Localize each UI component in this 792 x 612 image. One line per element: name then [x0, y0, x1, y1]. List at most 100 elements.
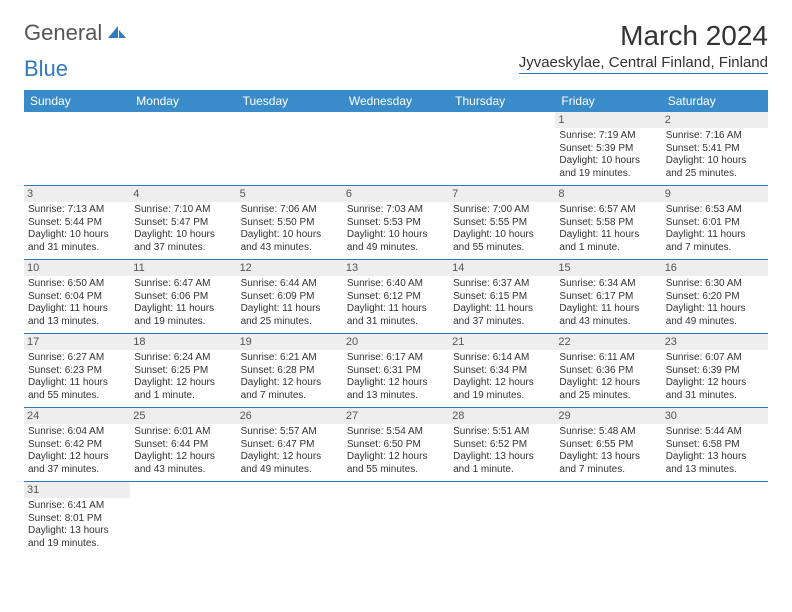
daylight-line: and 43 minutes.	[559, 316, 657, 329]
daylight-line: Daylight: 10 hours	[134, 229, 232, 242]
calendar-day: 26Sunrise: 5:57 AMSunset: 6:47 PMDayligh…	[237, 408, 343, 482]
daylight-line: and 55 minutes.	[347, 464, 445, 477]
daylight-line: and 25 minutes.	[241, 316, 339, 329]
daylight-line: and 31 minutes.	[347, 316, 445, 329]
day-number: 7	[449, 186, 555, 202]
day-number: 5	[237, 186, 343, 202]
daylight-line: Daylight: 10 hours	[666, 155, 764, 168]
logo-text-b: Blue	[24, 56, 68, 81]
month-title: March 2024	[519, 20, 768, 52]
sunset-line: Sunset: 6:28 PM	[241, 365, 339, 378]
calendar-day-empty	[237, 112, 343, 186]
daylight-line: and 19 minutes.	[28, 538, 126, 551]
sunset-line: Sunset: 6:23 PM	[28, 365, 126, 378]
sunset-line: Sunset: 8:01 PM	[28, 513, 126, 526]
sunset-line: Sunset: 6:06 PM	[134, 291, 232, 304]
calendar-day: 28Sunrise: 5:51 AMSunset: 6:52 PMDayligh…	[449, 408, 555, 482]
daylight-line: and 13 minutes.	[347, 390, 445, 403]
calendar-day: 31Sunrise: 6:41 AMSunset: 8:01 PMDayligh…	[24, 482, 130, 556]
sunrise-line: Sunrise: 6:14 AM	[453, 352, 551, 365]
daylight-line: Daylight: 12 hours	[347, 377, 445, 390]
calendar-day: 24Sunrise: 6:04 AMSunset: 6:42 PMDayligh…	[24, 408, 130, 482]
sunrise-line: Sunrise: 5:51 AM	[453, 426, 551, 439]
daylight-line: and 19 minutes.	[134, 316, 232, 329]
weekday-header: Monday	[130, 90, 236, 112]
sunrise-line: Sunrise: 6:07 AM	[666, 352, 764, 365]
weekday-header: Thursday	[449, 90, 555, 112]
sunset-line: Sunset: 6:55 PM	[559, 439, 657, 452]
daylight-line: Daylight: 12 hours	[241, 377, 339, 390]
daylight-line: and 37 minutes.	[134, 242, 232, 255]
sunrise-line: Sunrise: 6:44 AM	[241, 278, 339, 291]
daylight-line: Daylight: 11 hours	[559, 229, 657, 242]
sunset-line: Sunset: 5:39 PM	[559, 143, 657, 156]
calendar-day: 5Sunrise: 7:06 AMSunset: 5:50 PMDaylight…	[237, 186, 343, 260]
daylight-line: and 31 minutes.	[28, 242, 126, 255]
calendar-week: 3Sunrise: 7:13 AMSunset: 5:44 PMDaylight…	[24, 186, 768, 260]
daylight-line: and 7 minutes.	[241, 390, 339, 403]
calendar-day: 2Sunrise: 7:16 AMSunset: 5:41 PMDaylight…	[662, 112, 768, 186]
calendar-day: 16Sunrise: 6:30 AMSunset: 6:20 PMDayligh…	[662, 260, 768, 334]
calendar-day: 4Sunrise: 7:10 AMSunset: 5:47 PMDaylight…	[130, 186, 236, 260]
sunrise-line: Sunrise: 7:10 AM	[134, 204, 232, 217]
daylight-line: and 43 minutes.	[134, 464, 232, 477]
calendar-day: 11Sunrise: 6:47 AMSunset: 6:06 PMDayligh…	[130, 260, 236, 334]
sunset-line: Sunset: 5:41 PM	[666, 143, 764, 156]
day-number: 14	[449, 260, 555, 276]
sunset-line: Sunset: 5:53 PM	[347, 217, 445, 230]
day-number: 11	[130, 260, 236, 276]
day-number: 3	[24, 186, 130, 202]
sunset-line: Sunset: 5:44 PM	[28, 217, 126, 230]
day-number: 1	[555, 112, 661, 128]
calendar-day: 27Sunrise: 5:54 AMSunset: 6:50 PMDayligh…	[343, 408, 449, 482]
daylight-line: and 7 minutes.	[666, 242, 764, 255]
calendar-day: 7Sunrise: 7:00 AMSunset: 5:55 PMDaylight…	[449, 186, 555, 260]
daylight-line: and 25 minutes.	[666, 168, 764, 181]
calendar-day-empty	[449, 482, 555, 556]
sunset-line: Sunset: 6:36 PM	[559, 365, 657, 378]
calendar-day: 12Sunrise: 6:44 AMSunset: 6:09 PMDayligh…	[237, 260, 343, 334]
daylight-line: Daylight: 12 hours	[134, 377, 232, 390]
sunset-line: Sunset: 5:55 PM	[453, 217, 551, 230]
calendar-table: SundayMondayTuesdayWednesdayThursdayFrid…	[24, 90, 768, 555]
daylight-line: and 37 minutes.	[453, 316, 551, 329]
calendar-day: 3Sunrise: 7:13 AMSunset: 5:44 PMDaylight…	[24, 186, 130, 260]
sunrise-line: Sunrise: 6:21 AM	[241, 352, 339, 365]
weekday-header: Tuesday	[237, 90, 343, 112]
sunrise-line: Sunrise: 5:44 AM	[666, 426, 764, 439]
day-number: 6	[343, 186, 449, 202]
sunrise-line: Sunrise: 6:47 AM	[134, 278, 232, 291]
daylight-line: Daylight: 11 hours	[453, 303, 551, 316]
logo-text-a: General	[24, 20, 102, 46]
calendar-day: 23Sunrise: 6:07 AMSunset: 6:39 PMDayligh…	[662, 334, 768, 408]
daylight-line: Daylight: 12 hours	[347, 451, 445, 464]
daylight-line: and 55 minutes.	[453, 242, 551, 255]
calendar-day: 8Sunrise: 6:57 AMSunset: 5:58 PMDaylight…	[555, 186, 661, 260]
calendar-day-empty	[237, 482, 343, 556]
sunset-line: Sunset: 6:42 PM	[28, 439, 126, 452]
sunset-line: Sunset: 6:34 PM	[453, 365, 551, 378]
day-number: 16	[662, 260, 768, 276]
day-number: 21	[449, 334, 555, 350]
weekday-header: Saturday	[662, 90, 768, 112]
daylight-line: Daylight: 12 hours	[453, 377, 551, 390]
day-number: 24	[24, 408, 130, 424]
sunset-line: Sunset: 6:15 PM	[453, 291, 551, 304]
sunset-line: Sunset: 5:47 PM	[134, 217, 232, 230]
daylight-line: and 13 minutes.	[28, 316, 126, 329]
weekday-header: Sunday	[24, 90, 130, 112]
sunrise-line: Sunrise: 6:04 AM	[28, 426, 126, 439]
day-number: 22	[555, 334, 661, 350]
sunset-line: Sunset: 6:47 PM	[241, 439, 339, 452]
daylight-line: Daylight: 11 hours	[559, 303, 657, 316]
calendar-day-empty	[662, 482, 768, 556]
daylight-line: Daylight: 11 hours	[666, 229, 764, 242]
day-number: 2	[662, 112, 768, 128]
daylight-line: and 25 minutes.	[559, 390, 657, 403]
daylight-line: Daylight: 12 hours	[134, 451, 232, 464]
sunset-line: Sunset: 6:25 PM	[134, 365, 232, 378]
daylight-line: Daylight: 13 hours	[559, 451, 657, 464]
daylight-line: Daylight: 13 hours	[666, 451, 764, 464]
sunrise-line: Sunrise: 5:48 AM	[559, 426, 657, 439]
calendar-day-empty	[130, 482, 236, 556]
